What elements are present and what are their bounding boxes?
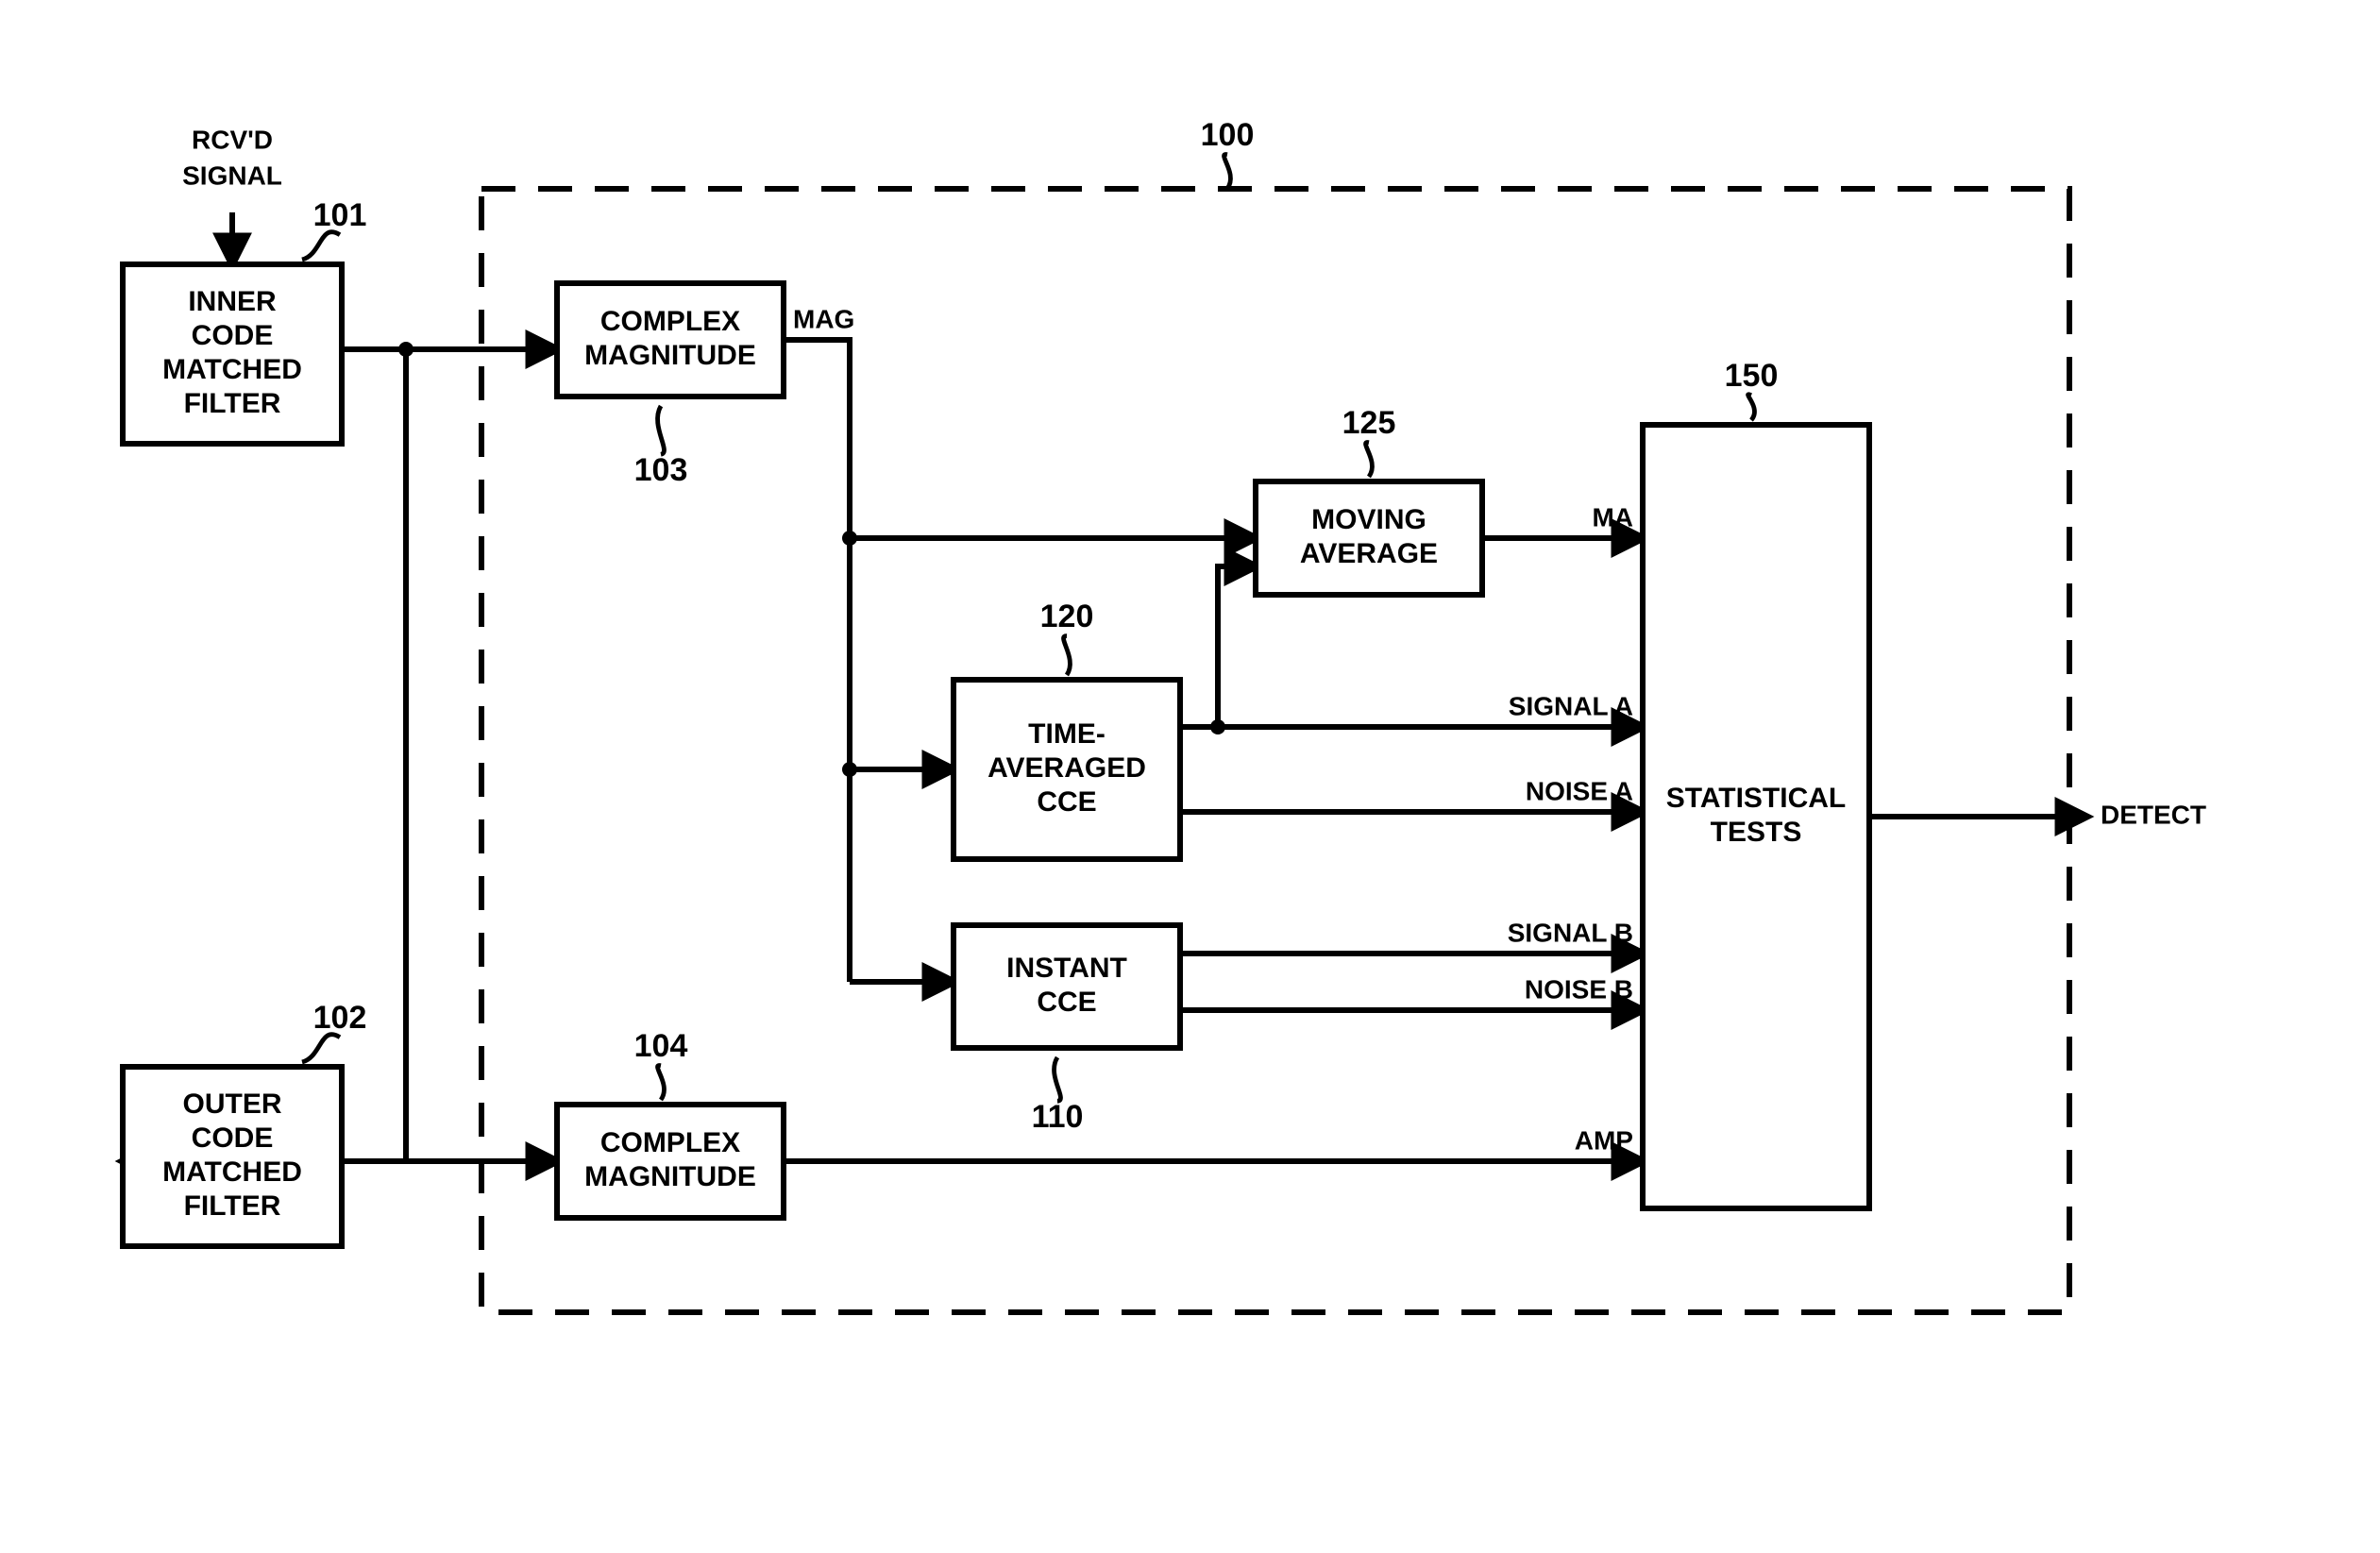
ref-r101: 101: [313, 197, 367, 233]
signal-noia: NOISE A: [1526, 776, 1633, 805]
block-cmag1-label: COMPLEX: [600, 306, 740, 337]
block-inner-label: INNER: [188, 286, 277, 317]
signal-sigb: SIGNAL B: [1508, 918, 1633, 947]
ref-r120: 120: [1040, 599, 1094, 634]
junction-dot: [842, 531, 857, 546]
ref-leader-r101: [302, 232, 340, 260]
ref-leader-r100: [1224, 155, 1231, 189]
ref-r104: 104: [634, 1028, 688, 1064]
edge-in-out: [123, 349, 406, 1161]
block-tacce-label: TIME-: [1028, 718, 1106, 750]
ref-leader-r104: [658, 1066, 665, 1100]
edge-tac-ma: [1180, 566, 1256, 727]
ref-r150: 150: [1725, 358, 1779, 394]
block-inner-label: MATCHED: [162, 354, 302, 385]
ref-r110: 110: [1032, 1099, 1084, 1135]
signal-amp: AMP: [1575, 1125, 1633, 1155]
signal-rcvd2: SIGNAL: [182, 160, 282, 190]
ref-leader-r125: [1366, 443, 1373, 477]
block-cmag1-label: MAGNITUDE: [584, 340, 756, 371]
block-stat-label: TESTS: [1711, 817, 1802, 848]
ref-r100: 100: [1201, 117, 1255, 153]
block-outer-label: FILTER: [184, 1190, 281, 1222]
edge-mag-bus: [784, 340, 850, 982]
ref-leader-r110: [1055, 1057, 1061, 1101]
block-mavg-label: MOVING: [1311, 504, 1426, 535]
signal-noib: NOISE B: [1525, 974, 1633, 1004]
ref-r102: 102: [313, 1000, 367, 1036]
ref-r125: 125: [1342, 405, 1396, 441]
block-diagram: INNERCODEMATCHEDFILTEROUTERCODEMATCHEDFI…: [0, 0, 2380, 1553]
block-icce-label: INSTANT: [1006, 953, 1127, 984]
signal-mag: MAG: [793, 304, 854, 333]
junction-dot: [842, 762, 857, 777]
signal-rcvd1: RCV'D: [192, 125, 273, 154]
ref-r103: 103: [634, 452, 688, 488]
ref-leader-r120: [1064, 636, 1071, 675]
ref-leader-r150: [1748, 395, 1755, 420]
block-tacce-label: AVERAGED: [987, 752, 1146, 784]
block-outer-label: OUTER: [183, 1089, 282, 1120]
block-mavg-label: AVERAGE: [1300, 538, 1438, 569]
block-cmag2-label: MAGNITUDE: [584, 1161, 756, 1192]
ref-leader-r102: [302, 1035, 340, 1062]
block-tacce-label: CCE: [1037, 786, 1096, 818]
ref-leader-r103: [658, 406, 665, 454]
signal-siga: SIGNAL A: [1509, 691, 1633, 720]
signal-detect: DETECT: [2101, 800, 2206, 829]
block-inner-label: FILTER: [184, 388, 281, 419]
block-outer-label: CODE: [192, 1123, 274, 1154]
block-stat-label: STATISTICAL: [1666, 783, 1847, 814]
block-inner-label: CODE: [192, 320, 274, 351]
block-cmag2-label: COMPLEX: [600, 1127, 740, 1158]
signal-ma: MA: [1592, 502, 1633, 532]
block-outer-label: MATCHED: [162, 1156, 302, 1188]
block-icce-label: CCE: [1037, 987, 1096, 1018]
